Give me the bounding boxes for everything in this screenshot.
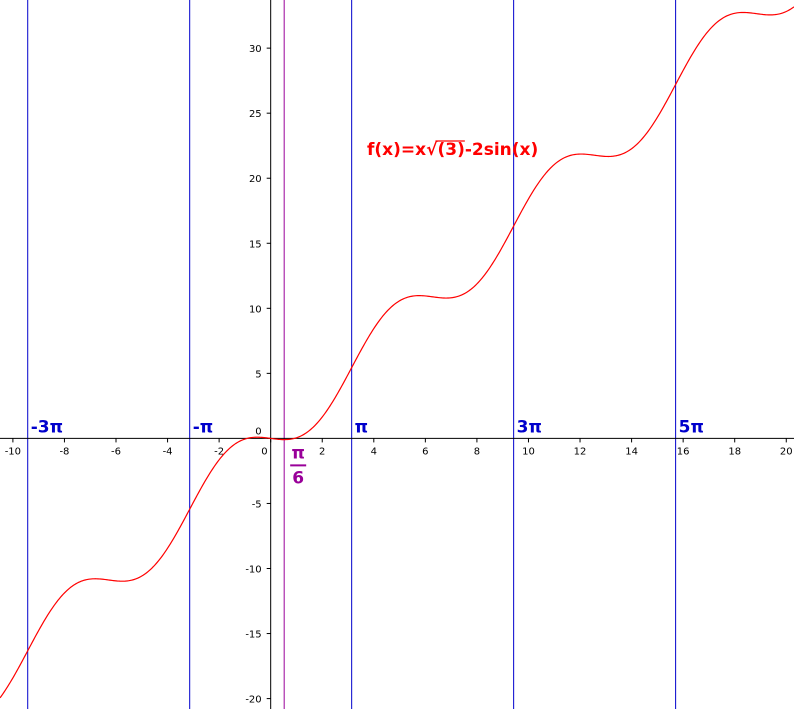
x-tick-label: 12: [574, 446, 587, 457]
vertical-line-label: -π: [193, 417, 214, 437]
vertical-line-label: π: [355, 417, 368, 437]
y-tick-label: -20: [245, 695, 261, 706]
x-tick-label: -2: [214, 446, 224, 457]
y-ticks: -20 -15 -10 -5 0 5 10 15 20 25 30: [245, 44, 271, 706]
x-tick-label: -10: [5, 446, 21, 457]
x-tick-label: 0: [261, 446, 267, 457]
y-tick-label: 20: [249, 174, 262, 185]
vertical-line-labels: -3π -π π 3π 5π: [31, 417, 704, 437]
x-tick-label: 18: [728, 446, 741, 457]
x-tick-label: 6: [422, 446, 428, 457]
function-label-radicand: (3): [437, 140, 464, 160]
pi-over-6-label: π 6: [290, 443, 307, 488]
x-tick-label: 8: [474, 446, 480, 457]
y-tick-label: 0: [255, 426, 261, 437]
pi-over-6-denominator: 6: [292, 468, 304, 488]
y-tick-label: 30: [249, 44, 262, 55]
pi-over-6-numerator: π: [291, 443, 304, 463]
x-tick-label: -6: [111, 446, 121, 457]
x-tick-label: 20: [780, 446, 793, 457]
x-tick-label: -8: [59, 446, 69, 457]
y-tick-label: -5: [252, 499, 262, 510]
x-tick-label: 14: [625, 446, 638, 457]
y-tick-label: -10: [245, 565, 261, 576]
x-tick-label: 2: [319, 446, 325, 457]
sqrt-radical: √: [426, 140, 438, 160]
vertical-line-label: -3π: [31, 417, 63, 437]
vertical-line-label: 3π: [517, 417, 542, 437]
x-tick-label: -4: [163, 446, 173, 457]
function-label-suffix: -2sin(x): [465, 140, 538, 160]
vertical-line-label: 5π: [679, 417, 704, 437]
function-label: f(x)=x√(3)-2sin(x): [367, 140, 538, 160]
y-tick-label: 15: [249, 239, 262, 250]
y-tick-label: 5: [255, 369, 261, 380]
vertical-lines: [27, 0, 677, 709]
x-tick-label: 16: [677, 446, 690, 457]
y-tick-label: 10: [249, 304, 262, 315]
function-curve: [0, 6, 794, 699]
x-tick-label: 4: [371, 446, 377, 457]
y-tick-label: 25: [249, 109, 262, 120]
y-tick-label: -15: [245, 630, 261, 641]
x-ticks: -10 -8 -6 -4 -2 0 2 4 6 8 10 12 14 16 18 20: [5, 438, 793, 457]
x-tick-label: 10: [522, 446, 535, 457]
function-label-prefix: f(x)=x: [367, 140, 426, 160]
